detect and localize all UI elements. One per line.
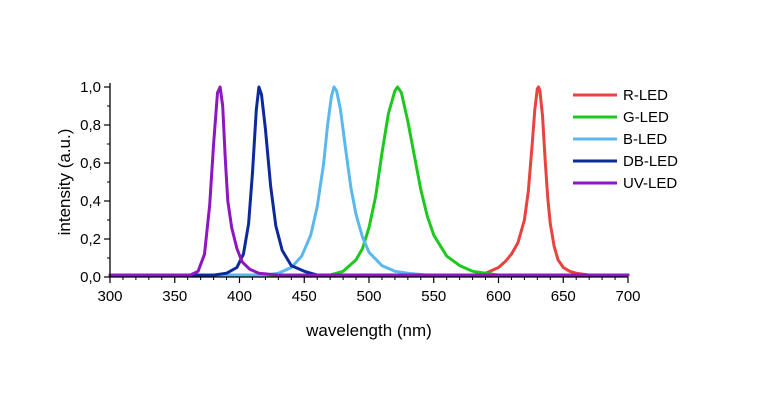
x-tick-label: 400	[227, 288, 252, 305]
legend-label-g-led: G-LED	[623, 109, 669, 126]
series-line-db-led	[108, 85, 630, 277]
x-tick-label: 550	[421, 288, 446, 305]
legend-label-r-led: R-LED	[623, 87, 668, 104]
x-tick-label: 600	[486, 288, 511, 305]
series-line-uv-led	[108, 85, 630, 277]
x-tick-label: 700	[615, 288, 640, 305]
series-lines	[108, 85, 630, 277]
x-tick-label: 300	[97, 288, 122, 305]
x-axis-label: wavelength (nm)	[305, 321, 432, 340]
y-axis-label: intensity (a.u.)	[55, 129, 74, 236]
axes: 300 350 400 450 500 550 600 650 700 0,0 0,2 0,4 0,6 0…	[80, 79, 640, 305]
y-tick-label: 1,0	[80, 79, 101, 96]
y-tick-label: 0,8	[80, 117, 101, 134]
legend-label-uv-led: UV-LED	[623, 175, 677, 192]
series-line-g-led	[108, 85, 630, 277]
legend: R-LED G-LED B-LED DB-LED UV-LED	[573, 87, 678, 192]
y-tick-label: 0,2	[80, 231, 101, 248]
series-line-b-led	[108, 85, 630, 277]
x-tick-label: 450	[292, 288, 317, 305]
x-tick-label: 500	[356, 288, 381, 305]
series-line-r-led	[108, 85, 630, 277]
x-tick-label: 350	[162, 288, 187, 305]
y-tick-label: 0,6	[80, 155, 101, 172]
legend-label-db-led: DB-LED	[623, 153, 678, 170]
legend-label-b-led: B-LED	[623, 131, 667, 148]
y-tick-label: 0,0	[80, 269, 101, 286]
y-tick-label: 0,4	[80, 193, 101, 210]
x-tick-label: 650	[551, 288, 576, 305]
